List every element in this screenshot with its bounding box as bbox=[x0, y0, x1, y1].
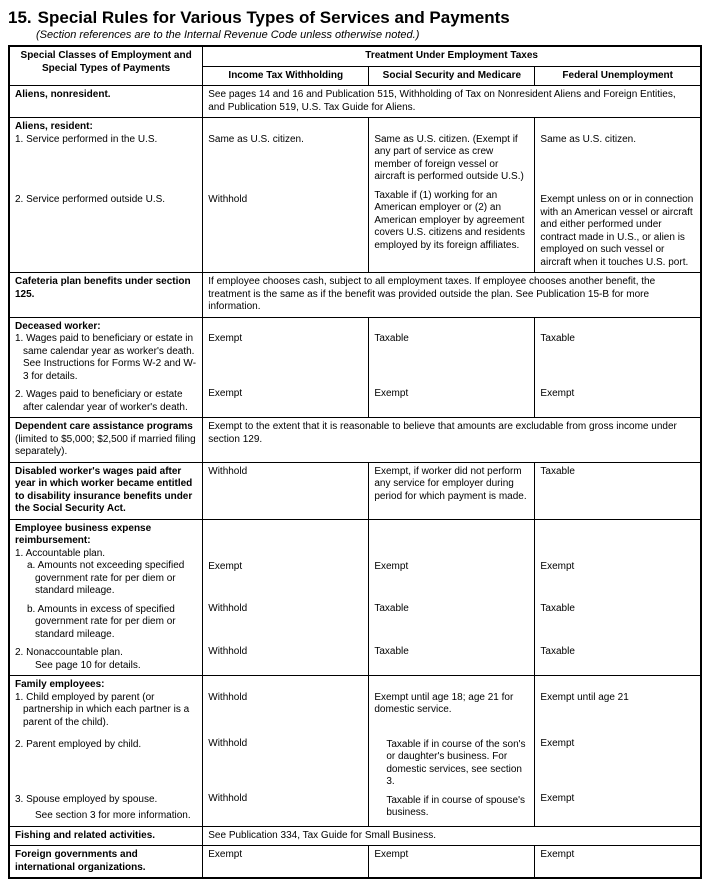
cell: Withhold bbox=[208, 646, 363, 659]
row-label: Fishing and related activities. bbox=[15, 830, 155, 841]
table-row: Deceased worker: 1. Wages paid to benefi… bbox=[9, 317, 701, 418]
table-row: Dependent care assistance programs (limi… bbox=[9, 418, 701, 463]
cell: Same as U.S. citizen. (Exempt if any par… bbox=[374, 134, 529, 184]
row-label-detail: (limited to $5,000; $2,500 if married fi… bbox=[15, 434, 196, 458]
sub-item: a. Amounts not exceeding specified gover… bbox=[15, 560, 197, 598]
sub-note: See section 3 for more information. bbox=[15, 810, 197, 823]
cell: Exempt until age 21 bbox=[540, 692, 695, 705]
cell: Exempt bbox=[374, 561, 529, 574]
cell: Exempt bbox=[535, 846, 701, 879]
cell: Withhold bbox=[208, 793, 363, 806]
cell: Exempt bbox=[540, 388, 695, 401]
cell: Taxable bbox=[374, 646, 529, 659]
cell-merged: See Publication 334, Tax Guide for Small… bbox=[203, 826, 701, 846]
row-label: Aliens, nonresident. bbox=[15, 89, 111, 100]
table-row: Disabled worker's wages paid after year … bbox=[9, 462, 701, 519]
cell: Taxable if in course of spouse's busines… bbox=[374, 795, 529, 820]
cell: Same as U.S. citizen. bbox=[208, 134, 363, 147]
cell: Taxable bbox=[535, 462, 701, 519]
table-row: Foreign governments and international or… bbox=[9, 846, 701, 879]
row-label: Deceased worker: bbox=[15, 321, 197, 334]
cell: Withhold bbox=[208, 603, 363, 616]
row-label: Disabled worker's wages paid after year … bbox=[15, 466, 192, 515]
row-label: Cafeteria plan benefits under section 12… bbox=[15, 276, 191, 300]
table-row: Employee business expense reimbursement:… bbox=[9, 519, 701, 676]
cell: Exempt bbox=[369, 846, 535, 879]
cell: Withhold bbox=[208, 194, 363, 207]
section-heading: 15. Special Rules for Various Types of S… bbox=[8, 8, 702, 28]
cell: Exempt unless on or in connection with a… bbox=[540, 194, 695, 269]
cell: Taxable bbox=[540, 333, 695, 346]
row-label: Aliens, resident: bbox=[15, 121, 197, 134]
sub-note: See page 10 for details. bbox=[15, 660, 197, 673]
sub-item: 1. Child employed by parent (or partners… bbox=[15, 692, 197, 730]
cell: Withhold bbox=[208, 738, 363, 751]
row-label: Dependent care assistance programs bbox=[15, 421, 193, 432]
table-row: Aliens, nonresident. See pages 14 and 16… bbox=[9, 86, 701, 118]
sub-item: 1. Wages paid to beneficiary or estate i… bbox=[15, 333, 197, 383]
cell: Exempt bbox=[374, 388, 529, 401]
section-number: 15. bbox=[8, 8, 32, 28]
col-header-ss: Social Security and Medicare bbox=[369, 66, 535, 86]
sub-item: b. Amounts in excess of specified govern… bbox=[15, 604, 197, 642]
row-label: Family employees: bbox=[15, 679, 197, 692]
cell-merged: If employee chooses cash, subject to all… bbox=[203, 273, 701, 318]
cell-merged: See pages 14 and 16 and Publication 515,… bbox=[203, 86, 701, 118]
table-row: Aliens, resident: 1. Service performed i… bbox=[9, 118, 701, 273]
col-header-futa: Federal Unemployment bbox=[535, 66, 701, 86]
cell: Taxable if (1) working for an American e… bbox=[374, 190, 529, 253]
cell: Withhold bbox=[208, 692, 363, 705]
row-label: Employee business expense reimbursement: bbox=[15, 523, 197, 548]
col-header-treatment: Treatment Under Employment Taxes bbox=[203, 46, 701, 66]
section-subtitle: (Section references are to the Internal … bbox=[36, 29, 702, 41]
table-row: Fishing and related activities. See Publ… bbox=[9, 826, 701, 846]
sub-item: 2. Parent employed by child. bbox=[15, 739, 197, 752]
cell: Taxable if in course of the son's or dau… bbox=[374, 739, 529, 789]
cell: Taxable bbox=[540, 603, 695, 616]
sub-item: 2. Nonaccountable plan. bbox=[15, 647, 197, 660]
sub-item: 2. Service performed outside U.S. bbox=[15, 194, 197, 207]
table-row: Cafeteria plan benefits under section 12… bbox=[9, 273, 701, 318]
cell: Exempt bbox=[208, 561, 363, 574]
cell: Taxable bbox=[374, 603, 529, 616]
cell: Exempt until age 18; age 21 for domestic… bbox=[374, 692, 529, 717]
row-label: Foreign governments and international or… bbox=[15, 849, 146, 873]
sub-item: 3. Spouse employed by spouse. bbox=[15, 794, 197, 807]
cell: Exempt bbox=[540, 738, 695, 751]
col-header-class: Special Classes of Employment and Specia… bbox=[9, 46, 203, 86]
cell: Exempt bbox=[540, 561, 695, 574]
cell: Exempt bbox=[208, 388, 363, 401]
cell: Exempt, if worker did not perform any se… bbox=[369, 462, 535, 519]
cell: Exempt bbox=[540, 793, 695, 806]
cell: Exempt bbox=[203, 846, 369, 879]
rules-table: Special Classes of Employment and Specia… bbox=[8, 45, 702, 879]
cell: Same as U.S. citizen. bbox=[540, 134, 695, 147]
table-row: Family employees: 1. Child employed by p… bbox=[9, 676, 701, 827]
cell: Withhold bbox=[203, 462, 369, 519]
col-header-itw: Income Tax Withholding bbox=[203, 66, 369, 86]
cell: Taxable bbox=[374, 333, 529, 346]
cell-merged: Exempt to the extent that it is reasonab… bbox=[203, 418, 701, 463]
cell: Taxable bbox=[540, 646, 695, 659]
cell: Exempt bbox=[208, 333, 363, 346]
section-title: Special Rules for Various Types of Servi… bbox=[38, 8, 510, 28]
sub-item: 1. Service performed in the U.S. bbox=[15, 134, 197, 147]
sub-item: 2. Wages paid to beneficiary or estate a… bbox=[15, 389, 197, 414]
sub-item: 1. Accountable plan. bbox=[15, 548, 197, 561]
